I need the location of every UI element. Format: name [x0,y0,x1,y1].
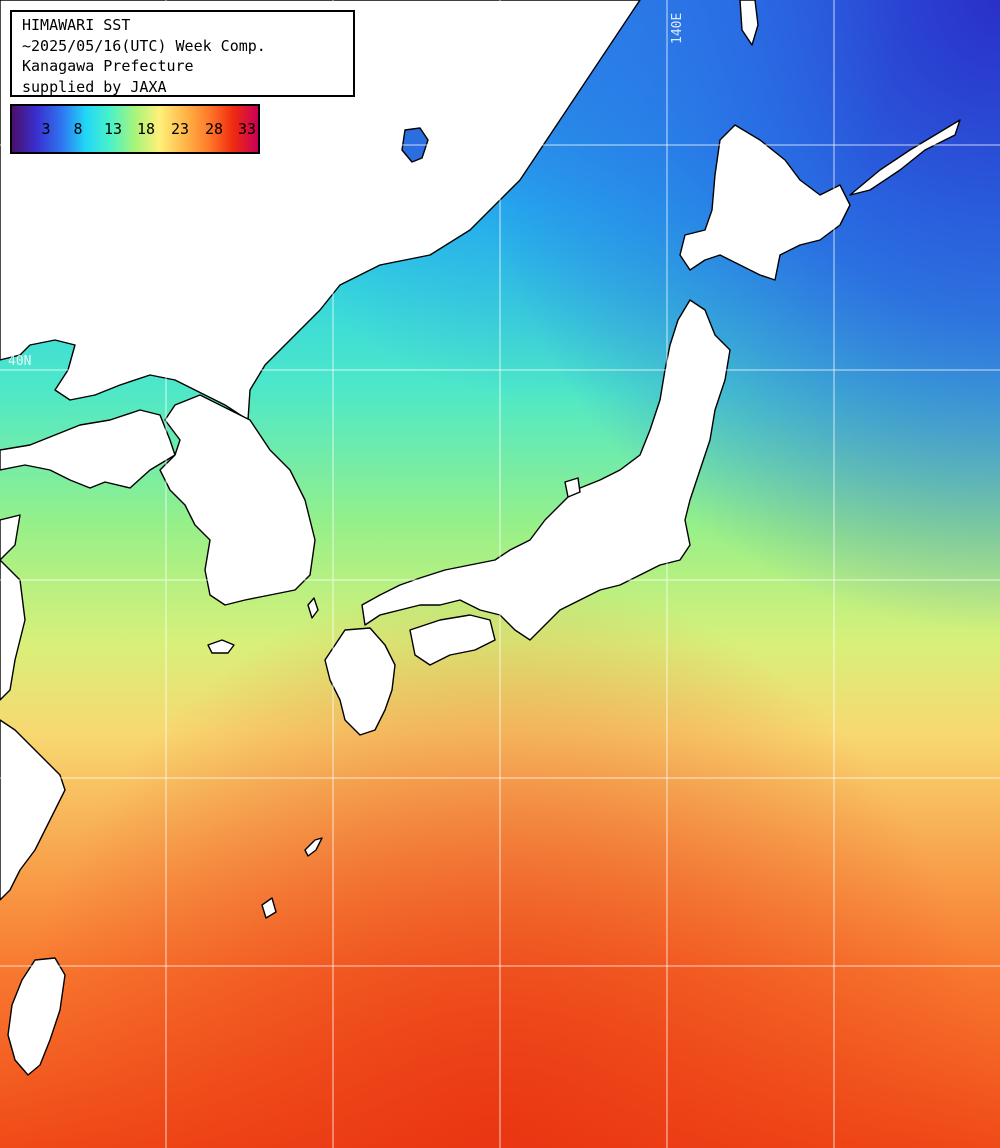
title-line: supplied by JAXA [22,77,167,96]
land-hokkaido [679,124,851,281]
temperature-legend: 3 8 13 18 23 28 33 [10,104,260,154]
land-amami [261,897,277,919]
longitude-label: 140E [670,12,685,44]
land-kyushu [324,627,396,736]
land-jeju [207,639,235,654]
land-tsushima [307,597,319,619]
land-honshu [361,299,731,641]
title-line: Kanagawa Prefecture [22,57,194,75]
land-sado-island [564,477,581,498]
legend-tick-label: 8 [73,120,83,138]
land-okinawa [304,837,323,857]
legend-tick-label: 13 [103,120,123,138]
title-line: HIMAWARI SST [22,16,131,34]
legend-tick-label: 28 [204,120,224,138]
latitude-label: 40N [8,354,32,369]
land-kuril-islands [849,119,961,196]
land-sakhalin [739,0,759,46]
legend-tick-label: 33 [237,120,257,138]
land-liaodong-china [0,409,176,489]
land-shikoku [409,614,496,666]
legend-tick-label: 3 [41,120,51,138]
land-korea [159,394,316,606]
land-china-south-coast [0,719,66,901]
land-taiwan [7,957,66,1076]
map-title-box: HIMAWARI SST ~2025/05/16(UTC) Week Comp.… [10,10,355,97]
land-china-east-coast [0,514,26,701]
legend-tick-label: 23 [170,120,190,138]
legend-tick-label: 18 [136,120,156,138]
title-line: ~2025/05/16(UTC) Week Comp. [22,36,266,55]
